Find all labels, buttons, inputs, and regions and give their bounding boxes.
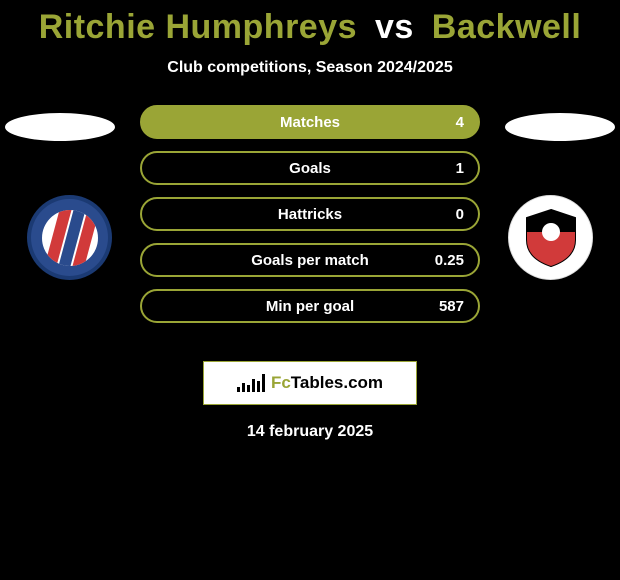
- stat-row-min-per-goal: Min per goal 587: [140, 289, 480, 323]
- brand-box[interactable]: FcTables.com: [203, 361, 417, 405]
- subtitle: Club competitions, Season 2024/2025: [0, 59, 620, 77]
- brand-prefix: Fc: [271, 373, 291, 392]
- date-line: 14 february 2025: [0, 423, 620, 441]
- stat-value: 0: [456, 206, 464, 223]
- stat-label: Hattricks: [278, 206, 342, 223]
- page-title: Ritchie Humphreys vs Backwell: [0, 0, 620, 47]
- stat-value: 4: [456, 114, 464, 131]
- stat-label: Matches: [280, 114, 340, 131]
- comparison-content: Matches 4 Goals 1 Hattricks 0 Goals per …: [0, 105, 620, 345]
- title-player2: Backwell: [432, 8, 582, 46]
- stat-row-goals: Goals 1: [140, 151, 480, 185]
- stat-label: Goals: [289, 160, 331, 177]
- stat-label: Min per goal: [266, 298, 354, 315]
- stat-rows: Matches 4 Goals 1 Hattricks 0 Goals per …: [140, 105, 480, 335]
- club-badge-left: [27, 195, 112, 280]
- title-player1: Ritchie Humphreys: [39, 8, 357, 46]
- player-photo-right: [505, 113, 615, 141]
- stat-row-goals-per-match: Goals per match 0.25: [140, 243, 480, 277]
- stat-value: 587: [439, 298, 464, 315]
- title-vs: vs: [375, 8, 414, 46]
- stat-value: 0.25: [435, 252, 464, 269]
- stat-row-matches: Matches 4: [140, 105, 480, 139]
- stat-row-hattricks: Hattricks 0: [140, 197, 480, 231]
- club-badge-right-shield: [523, 208, 579, 268]
- club-badge-left-inner: [42, 210, 98, 266]
- stat-value: 1: [456, 160, 464, 177]
- player-photo-left: [5, 113, 115, 141]
- club-badge-right: [508, 195, 593, 280]
- brand-text: FcTables.com: [271, 373, 383, 393]
- brand-suffix: Tables.com: [291, 373, 383, 392]
- chart-bars-icon: [237, 374, 265, 392]
- stat-label: Goals per match: [251, 252, 369, 269]
